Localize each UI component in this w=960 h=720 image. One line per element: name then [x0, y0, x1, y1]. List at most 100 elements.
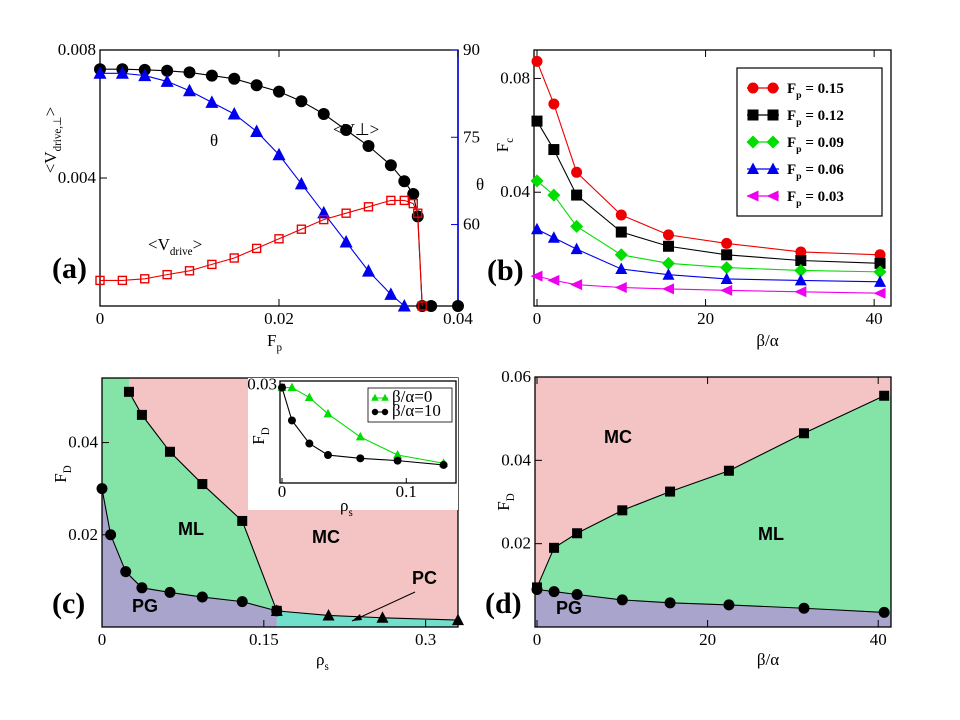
panel-b-series-4-series-line — [536, 275, 881, 294]
panel-d-ytick-label: 0.02 — [501, 534, 531, 553]
panel-c-inset-legend-label: β/α=0 — [392, 387, 432, 406]
panel-b-series-0-data-point — [531, 55, 543, 67]
panel-c-inset-ylabel: FD — [249, 427, 272, 444]
panel-a-vdrive-data-point — [417, 301, 427, 311]
panel-c-label-MC: MC — [312, 527, 340, 547]
panel-b-xtick-label: 20 — [697, 309, 714, 328]
panel-a-ytick-label: 0.004 — [58, 168, 97, 187]
panel-c: 0 0.15 0.3 0.02 0.04 ML PG MC PC ρs FD (c) 0 0.1 0.03 ρ… — [51, 374, 464, 673]
panel-a-label: (a) — [52, 252, 87, 285]
panel-b-series-1-data-point — [874, 257, 886, 269]
panel-b-series-1-data-point — [531, 115, 543, 127]
panel-d-lower-data-point — [878, 606, 890, 618]
panel-b-series-0-series-line — [536, 61, 881, 256]
panel-d-lower-data-point — [571, 589, 583, 600]
panel-a-theta-data-point — [227, 107, 241, 120]
panel-b-legend-marker — [766, 190, 779, 202]
panel-a-annotation-theta: θ — [210, 131, 218, 150]
panel-b-legend-marker — [766, 135, 780, 149]
panel-b-legend-marker — [767, 82, 779, 94]
panel-b-series-0-data-point — [571, 166, 583, 178]
panel-b-series-0-data-point — [721, 237, 733, 249]
panel-c-xtick-label: 0 — [98, 630, 107, 649]
panel-c-inset-series-0-data-point — [304, 392, 314, 401]
panel-d: 0 20 40 0.02 0.04 0.06 MC ML PG β/α FD (d) — [485, 367, 892, 669]
panel-b-series-1-series-line — [536, 120, 881, 264]
panel-a-vperp-data-point — [317, 108, 330, 120]
panel-c-inset-xtick-label: 0 — [278, 482, 287, 501]
panel-a-ytick-right-label: 75 — [463, 127, 480, 146]
panel-c-inset-series-0-data-point — [393, 450, 403, 459]
panel-c-xtick-label: 0.15 — [249, 630, 279, 649]
panel-b-xlabel: β/α — [756, 331, 778, 350]
panel-b-series-1-data-point — [662, 240, 674, 252]
panel-b-legend-label: Fp = 0.03 — [787, 189, 844, 209]
panel-c-lower-data-point — [236, 596, 248, 608]
panel-a-theta-data-point — [294, 176, 308, 190]
panel-a-theta-data-point — [272, 147, 286, 161]
panel-d-label-ML: ML — [758, 524, 784, 544]
panel-b-series-4-data-point — [614, 282, 627, 294]
panel-c-region-PC — [276, 610, 458, 627]
panel-a-theta-data-point — [183, 83, 196, 97]
panel-a-xtick-label: 0.04 — [443, 309, 473, 328]
panel-a-vdrive-data-point — [399, 195, 409, 206]
panel-d-upper-data-point — [549, 542, 560, 553]
panel-c-lower-data-point — [136, 582, 148, 594]
panel-b-series-0-data-point — [615, 209, 627, 221]
panel-c-inset: 0 0.1 0.03 ρs FD β/α=0β/α=10 — [247, 374, 458, 519]
panel-c-inset-legend-marker — [371, 408, 379, 416]
panel-d-upper-data-point — [572, 528, 583, 539]
panel-b-series-0-data-point — [548, 98, 560, 110]
panel-c-inset-xlabel: ρs — [340, 496, 353, 519]
panel-a-xlabel: Fp — [267, 331, 282, 354]
panel-c-lower-data-point — [120, 566, 132, 578]
panel-a-vperp-data-point — [250, 79, 263, 92]
panel-b-label: (b) — [487, 254, 524, 287]
panel-b-series-2-data-point — [570, 219, 584, 233]
panel-c-lower-data-point — [105, 529, 117, 541]
panel-b-series-1-data-point — [548, 144, 560, 156]
panel-b-series-1-data-point — [571, 189, 583, 201]
panel-c-inset-series-0-data-point — [287, 382, 297, 392]
panel-a-vperp-data-point — [295, 95, 308, 108]
panel-c-pc-arrowhead — [352, 614, 362, 621]
panel-a-vperp-series-line — [100, 68, 458, 307]
panel-b-ylabel: Fc — [493, 138, 516, 152]
panel-b-series-3-data-point — [874, 275, 887, 287]
panel-c-upper-data-point — [123, 386, 134, 397]
panel-a-vdrive-data-point — [95, 275, 105, 286]
panel-a-vdrive-data-point — [274, 234, 284, 244]
panel-b-legend-marker — [746, 190, 759, 202]
panel-d-xtick-label: 40 — [870, 630, 887, 649]
panel-c-pc-data-point — [270, 604, 283, 616]
panel-c-lower-series-line — [101, 488, 277, 612]
panel-a-vdrive-data-point — [413, 208, 423, 218]
panel-b-series-4-data-point — [661, 283, 674, 295]
panel-a-vperp-data-point — [273, 85, 285, 98]
panel-a-vdrive-data-point — [386, 195, 396, 206]
panel-b-series-2-data-point — [547, 188, 561, 202]
panel-d-label-PG: PG — [556, 598, 582, 618]
panel-d-lower-data-point — [798, 602, 810, 614]
panel-b-legend-label: Fp = 0.12 — [787, 108, 844, 128]
panel-b-series-3-data-point — [794, 273, 807, 286]
panel-b-xtick-label: 0 — [533, 309, 542, 328]
panel-b-legend-label: Fp = 0.06 — [787, 162, 844, 182]
panel-c-upper-data-point — [136, 409, 147, 420]
panel-b-legend-label: Fp = 0.15 — [787, 81, 844, 101]
panel-d-ytick-label: 0.06 — [501, 367, 531, 386]
panel-c-label-ML: ML — [178, 519, 204, 539]
panel-c-ylabel: FD — [51, 465, 74, 482]
panel-b-series-0-data-point — [795, 246, 807, 258]
panel-b-legend-marker — [747, 109, 759, 121]
panel-a-vdrive-data-point — [341, 208, 351, 218]
panel-c-inset-series-1-data-point — [393, 456, 402, 465]
panel-a-vperp-data-point — [384, 159, 397, 172]
panel-d-upper-data-point — [723, 465, 734, 476]
panel-d-region-PG — [535, 589, 891, 627]
panel-c-pc-data-point — [376, 611, 389, 623]
panel-b-series-3-data-point — [570, 242, 583, 255]
panel-a-vdrive-data-point — [296, 224, 307, 234]
panel-c-lower-data-point — [164, 586, 176, 598]
